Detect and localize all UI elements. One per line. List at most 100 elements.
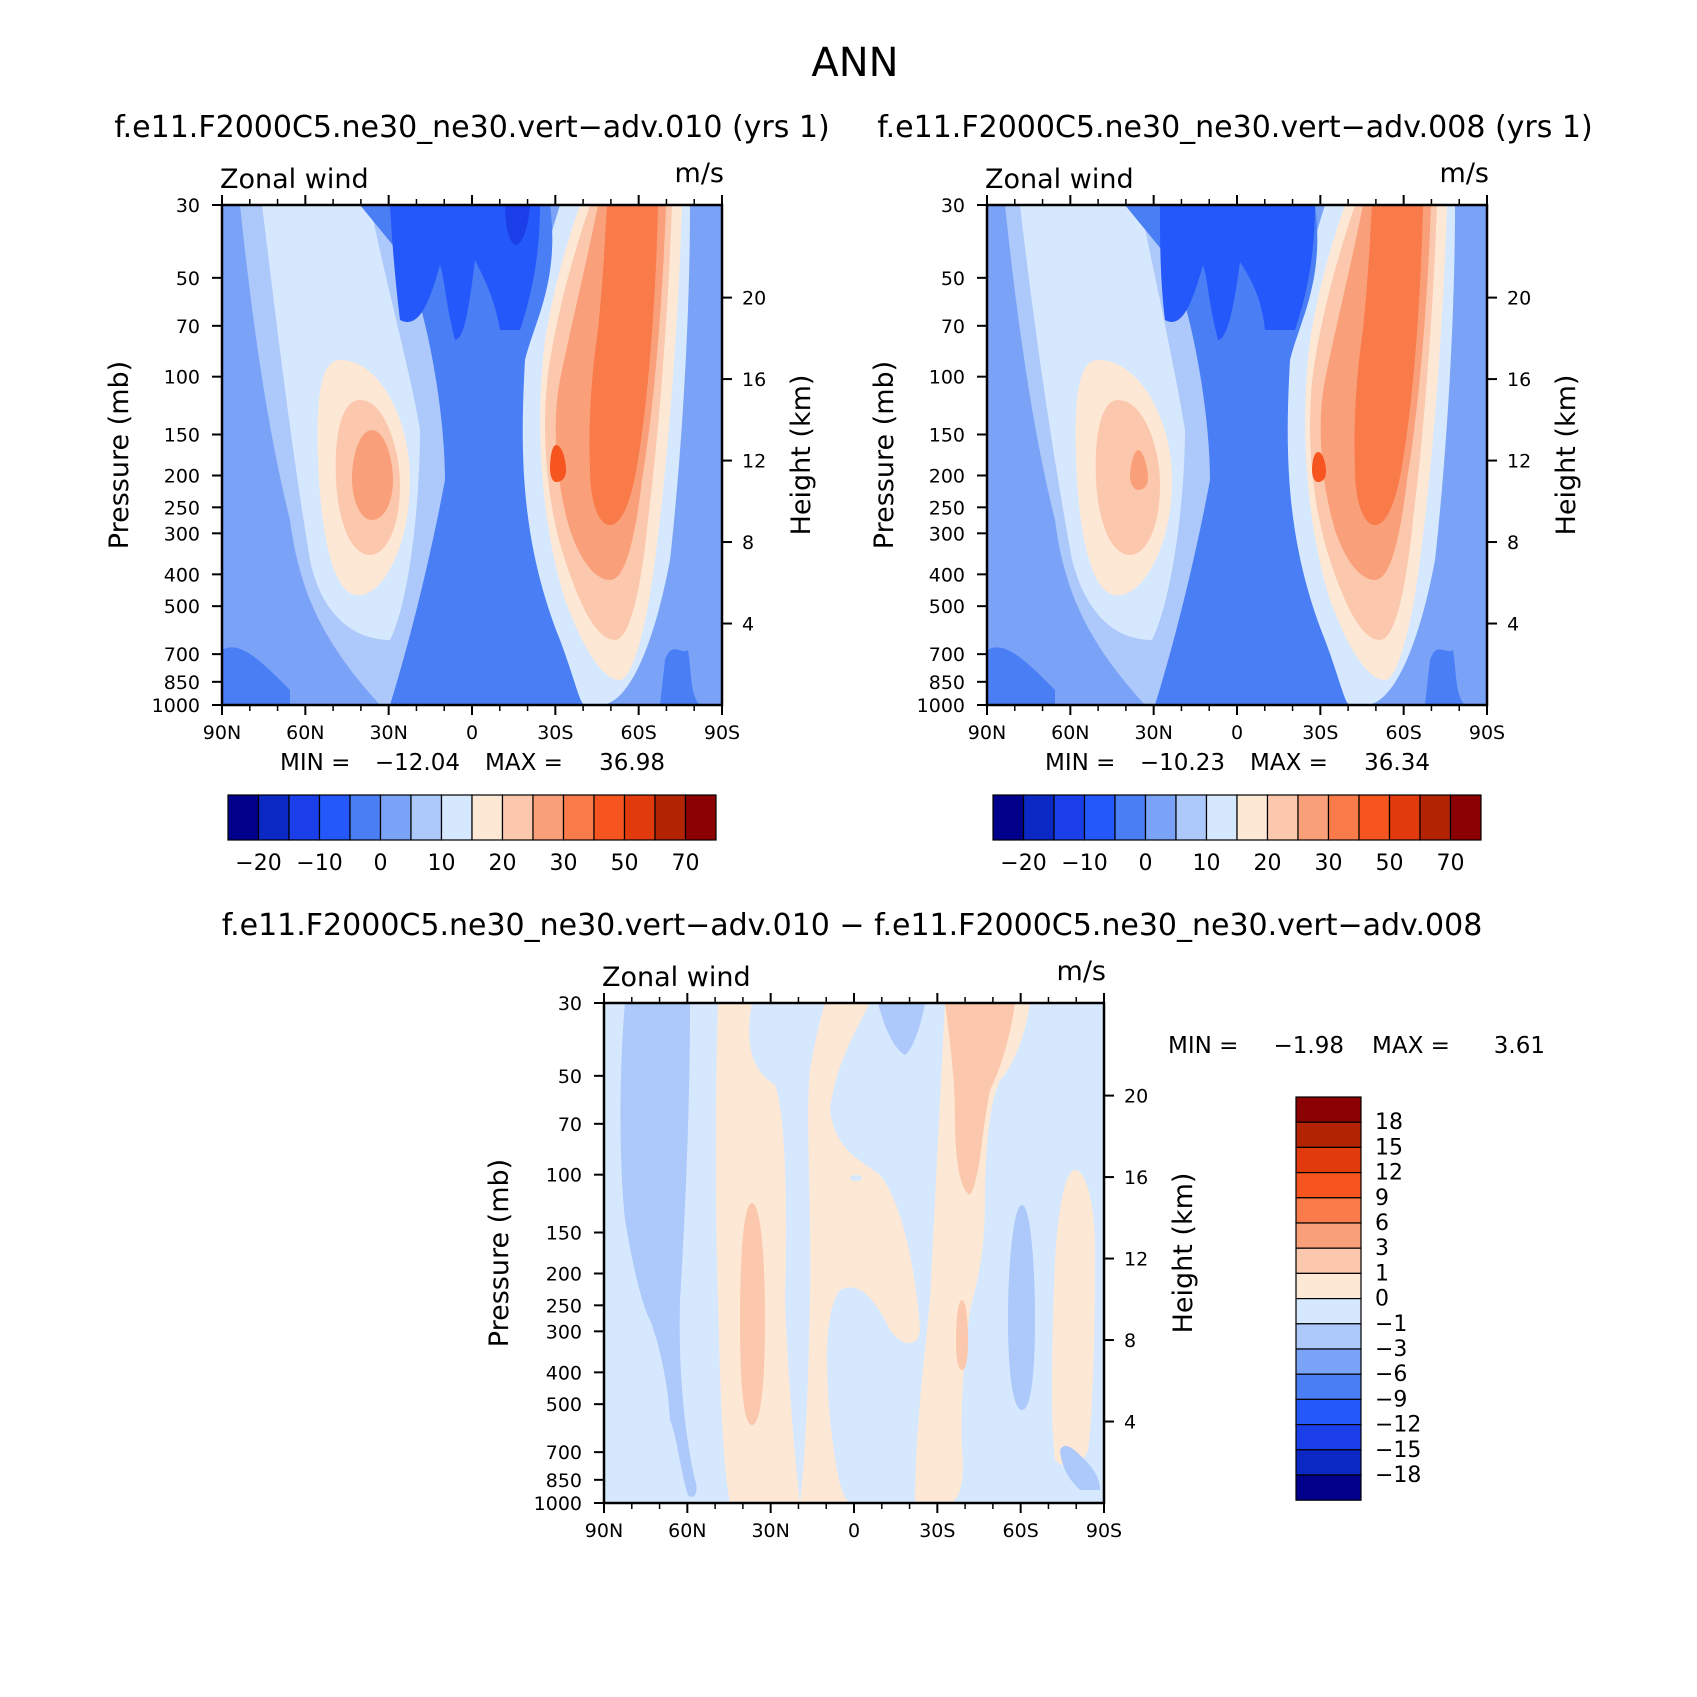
x-tick-label: 90N: [585, 1520, 623, 1542]
x-tick-label: 30N: [751, 1520, 789, 1542]
x-tick-label: 30S: [1302, 722, 1338, 744]
contour-fill: [1312, 452, 1326, 482]
y2-tick-label: 8: [1124, 1330, 1136, 1352]
colorbar-swatch: [471, 794, 504, 841]
y-tick-label: 850: [929, 672, 965, 694]
colorbar-swatch: [562, 794, 595, 841]
colorbar-swatch: [1295, 1096, 1362, 1123]
colorbar-label: −18: [1375, 1463, 1421, 1488]
y-tick-label: 400: [164, 564, 200, 586]
colorbar-swatch: [1236, 794, 1269, 841]
y-tick-label: 150: [929, 424, 965, 446]
y2-tick-label: 20: [742, 288, 766, 310]
x-tick-label: 30N: [1134, 722, 1172, 744]
x-tick-label: 0: [848, 1520, 860, 1542]
y-tick-label: 100: [929, 367, 965, 389]
y2-tick-label: 12: [742, 451, 766, 473]
colorbar-label: 18: [1375, 1110, 1403, 1135]
panel-1-contours: [222, 205, 722, 705]
colorbar-swatch: [257, 794, 290, 841]
contour-fill: [222, 647, 290, 705]
colorbar-swatch: [1022, 794, 1055, 841]
colorbar-label: −20: [1000, 851, 1046, 876]
contour-fill: [390, 205, 540, 340]
colorbar-swatch: [1295, 1171, 1362, 1199]
colorbar-swatch: [1295, 1373, 1362, 1400]
colorbar-label: 3: [1375, 1236, 1389, 1261]
panel-3-title: f.e11.F2000C5.ne30_ne30.vert−adv.010 − f…: [222, 908, 1483, 943]
colorbar-swatch: [1295, 1197, 1362, 1224]
x-tick-label: 60N: [668, 1520, 706, 1542]
panel-1-ylabel: Pressure (mb): [104, 361, 135, 549]
colorbar-swatch: [1295, 1398, 1362, 1426]
panel-2-colorbar: −20 −10 0 10 20 30 50 70: [992, 794, 1482, 876]
panel-1-title: f.e11.F2000C5.ne30_ne30.vert−adv.010 (yr…: [114, 110, 829, 145]
x-tick-label: 0: [466, 722, 478, 744]
y-tick-label: 300: [546, 1321, 582, 1343]
colorbar-swatch: [1295, 1272, 1362, 1300]
panel-2-min-label: MIN =: [1045, 750, 1115, 776]
contour-fill: [1051, 1170, 1095, 1467]
x-tick-label: 60S: [1386, 722, 1422, 744]
contour-fill: [352, 430, 393, 520]
colorbar-swatch: [1295, 1121, 1362, 1148]
y-tick-label: 1000: [152, 695, 200, 717]
contour-fill: [850, 1175, 862, 1181]
colorbar-swatch: [440, 794, 473, 841]
y-tick-label: 150: [164, 424, 200, 446]
contour-fill: [740, 1203, 765, 1425]
contour-fill: [660, 649, 700, 705]
y2-tick-label: 16: [742, 369, 766, 391]
y-tick-label: 700: [546, 1442, 582, 1464]
colorbar-label: 30: [550, 851, 578, 876]
colorbar-label: 6: [1375, 1211, 1389, 1236]
contour-fill: [1060, 1445, 1100, 1490]
y-tick-label: 150: [546, 1222, 582, 1244]
y-tick-label: 50: [176, 268, 200, 290]
colorbar-label: −9: [1375, 1387, 1407, 1412]
y-tick-label: 250: [546, 1295, 582, 1317]
panel-2: f.e11.F2000C5.ne30_ne30.vert−adv.008 (yr…: [869, 110, 1593, 876]
y-tick-label: 850: [546, 1470, 582, 1492]
colorbar-swatch: [288, 794, 321, 841]
contour-fill: [1160, 205, 1315, 340]
x-tick-label: 90S: [1469, 722, 1505, 744]
colorbar-swatch: [1295, 1146, 1362, 1174]
x-tick-label: 60S: [621, 722, 657, 744]
panel-1-min-label: MIN =: [280, 750, 350, 776]
panel-2-ticks: 90N 60N 30N 0 30S 60S 90S 30 50 70 100 150 200 250 300…: [917, 195, 1531, 744]
y-tick-label: 70: [176, 316, 200, 338]
colorbar-swatch: [684, 794, 717, 841]
colorbar-swatch: [1449, 794, 1482, 841]
panel-1-units: m/s: [675, 158, 724, 189]
colorbar-swatch: [1327, 794, 1360, 841]
colorbar-swatch: [1083, 794, 1116, 841]
x-tick-label: 30S: [919, 1520, 955, 1542]
colorbar-swatch: [1358, 794, 1391, 841]
y-tick-label: 700: [164, 644, 200, 666]
colorbar-label: −20: [235, 851, 281, 876]
panel-3-max-label: MAX =: [1372, 1033, 1450, 1059]
y-tick-label: 500: [546, 1394, 582, 1416]
contour-fill: [915, 1003, 1030, 1503]
panel-3: f.e11.F2000C5.ne30_ne30.vert−adv.010 − f…: [222, 908, 1545, 1542]
y-tick-label: 200: [929, 466, 965, 488]
y2-tick-label: 12: [1124, 1249, 1148, 1271]
colorbar-swatch: [501, 794, 534, 841]
colorbar-swatch: [1295, 1323, 1362, 1350]
panel-3-max-value: 3.61: [1494, 1033, 1545, 1059]
colorbar-swatch: [1295, 1474, 1362, 1501]
panel-2-y2label: Height (km): [1551, 375, 1582, 536]
panel-1-colorbar: −20 −10 0 10 20 30 50 70: [227, 794, 717, 876]
y-tick-label: 300: [164, 523, 200, 545]
colorbar-swatch: [1295, 1222, 1362, 1249]
y2-tick-label: 20: [1124, 1086, 1148, 1108]
y2-tick-label: 8: [742, 532, 754, 554]
x-tick-label: 90N: [203, 722, 241, 744]
contour-fill: [800, 1003, 920, 1503]
colorbar-label: −10: [296, 851, 342, 876]
colorbar-label: 50: [611, 851, 639, 876]
colorbar-label: 9: [1375, 1186, 1389, 1211]
colorbar-swatch: [227, 794, 260, 841]
y-tick-label: 30: [176, 195, 200, 217]
